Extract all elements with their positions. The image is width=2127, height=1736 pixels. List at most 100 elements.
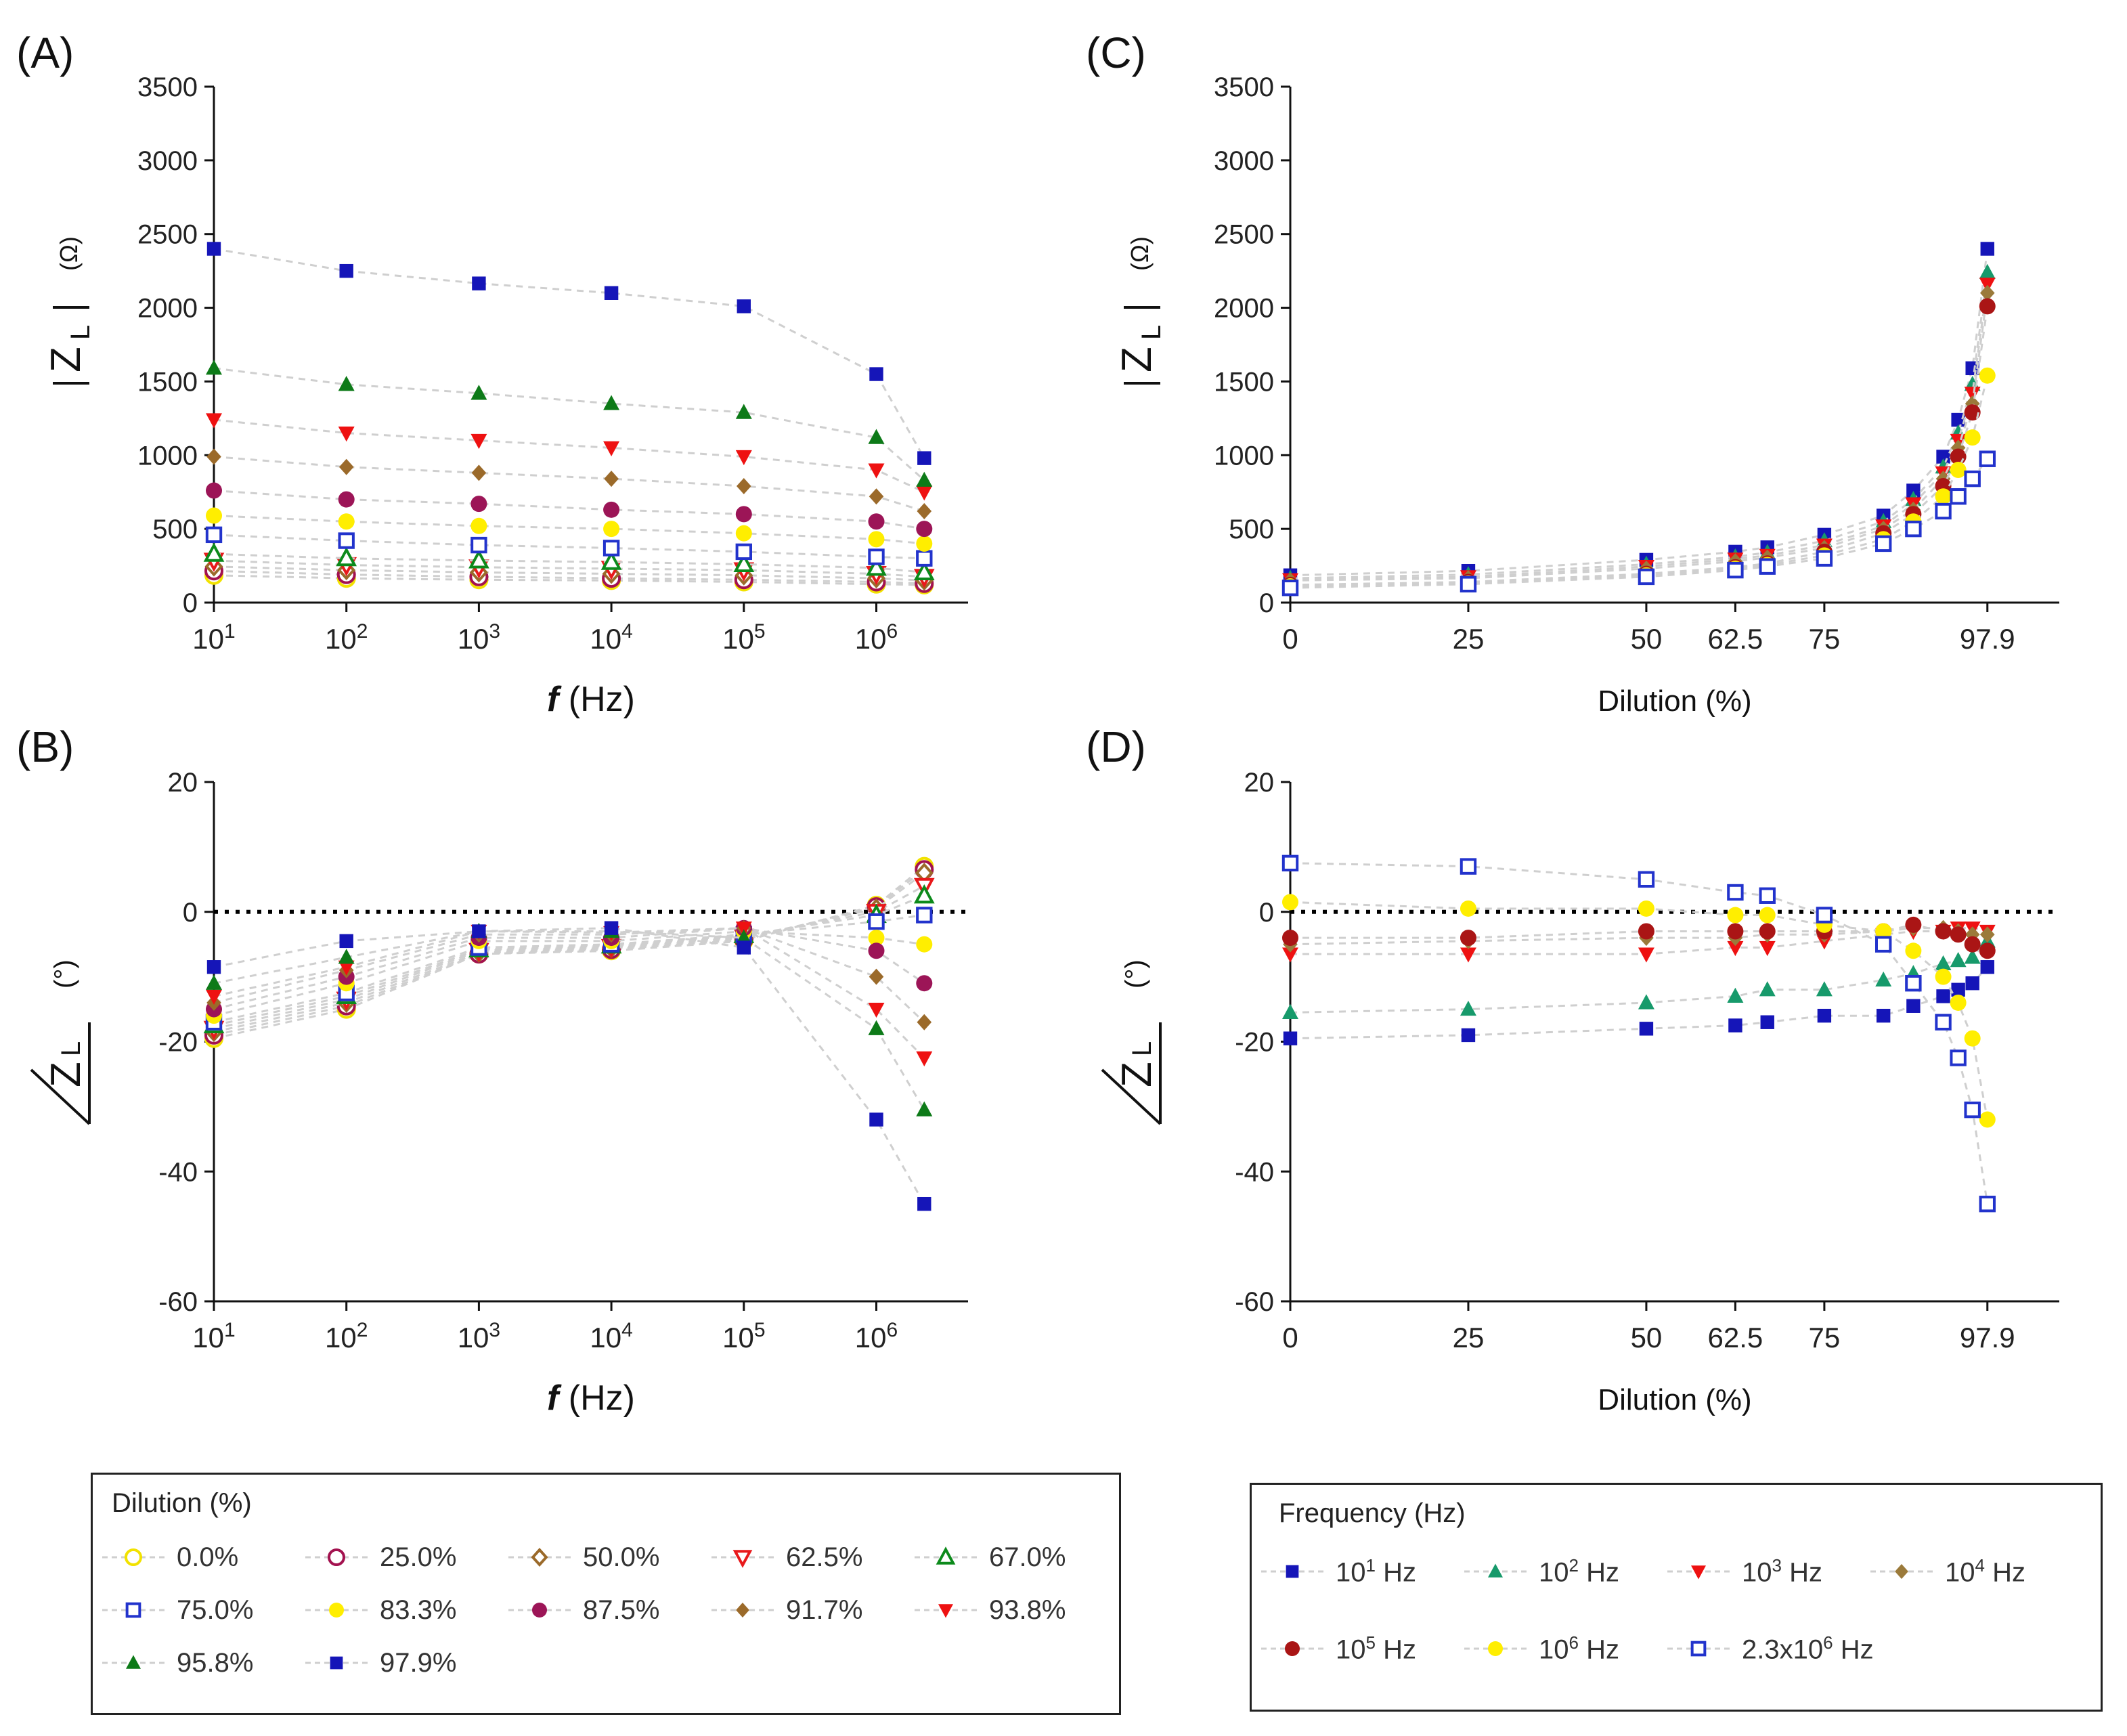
data-point bbox=[1935, 955, 1952, 971]
y-tick-label: 3000 bbox=[1214, 146, 1274, 176]
data-point bbox=[338, 376, 355, 391]
data-point bbox=[868, 463, 885, 479]
y-tick-label: 3000 bbox=[137, 146, 198, 176]
legend-item-10-2-hz: 102 Hz bbox=[1462, 1551, 1619, 1592]
legend-item-67-0: 67.0% bbox=[912, 1537, 1066, 1578]
legend-marker-shape bbox=[1285, 1641, 1300, 1656]
data-point bbox=[735, 525, 752, 542]
data-point bbox=[1282, 930, 1298, 947]
legend-marker-shape bbox=[531, 1548, 548, 1567]
data-point bbox=[1727, 923, 1744, 940]
series-0-0 bbox=[204, 856, 934, 1048]
y-axis-label: ZL (Ω) bbox=[1114, 236, 1166, 385]
legend-label: 97.9% bbox=[380, 1647, 457, 1678]
x-tick-label: 75 bbox=[1809, 1322, 1841, 1353]
data-point bbox=[1979, 263, 1996, 279]
x-tick-label: 102 bbox=[325, 620, 368, 655]
x-tick-label: 103 bbox=[458, 620, 500, 655]
y-tick-label: 500 bbox=[1229, 515, 1274, 544]
legend-marker-shape bbox=[532, 1603, 547, 1618]
legend-item-95-8: 95.8% bbox=[100, 1643, 253, 1683]
legend-item-2-3x10-6-hz: 2.3x106 Hz bbox=[1665, 1628, 1874, 1669]
data-point bbox=[733, 552, 755, 572]
data-point bbox=[1950, 926, 1967, 943]
legend-marker-shape bbox=[936, 1546, 956, 1565]
y-tick-label: 20 bbox=[168, 768, 198, 798]
data-point bbox=[1950, 994, 1967, 1011]
series-connector bbox=[213, 552, 925, 573]
data-point bbox=[1936, 989, 1950, 1003]
data-point bbox=[1727, 907, 1744, 924]
data-point bbox=[737, 478, 751, 495]
data-point bbox=[1905, 916, 1922, 933]
series-connector bbox=[1290, 306, 1989, 586]
data-point bbox=[916, 485, 933, 501]
legend-marker bbox=[305, 1548, 368, 1566]
x-tick-label: 0 bbox=[1282, 623, 1298, 655]
legend-marker bbox=[1667, 1565, 1730, 1580]
panel-c: 0 500 1000 1500 2000 2500 3000 3500 0 25 50 62.5 75 9… bbox=[1086, 28, 2059, 718]
x-tick-label: 103 bbox=[458, 1319, 500, 1353]
legend-label: 102 Hz bbox=[1539, 1555, 1619, 1588]
legend-item-75-0: 75.0% bbox=[100, 1590, 253, 1630]
legend-item-87-5: 87.5% bbox=[506, 1590, 659, 1630]
series-connector bbox=[213, 865, 925, 1040]
data-point bbox=[1282, 947, 1298, 963]
series-2-3x10-6-hz bbox=[1281, 854, 1996, 1213]
panel-d: 20 0 -20 -40 -60 0 25 50 62.5 75 97.9 (D) Dilution (… bbox=[1086, 722, 2059, 1416]
data-point bbox=[472, 276, 486, 290]
data-point bbox=[916, 550, 933, 567]
data-point bbox=[338, 491, 355, 508]
data-point bbox=[1950, 488, 1967, 505]
y-tick-label: 2000 bbox=[1214, 294, 1274, 324]
legend-marker-shape bbox=[938, 1604, 953, 1618]
data-point bbox=[1980, 242, 1994, 256]
data-point bbox=[1760, 1015, 1774, 1029]
series-connector bbox=[213, 930, 925, 1110]
data-point bbox=[1283, 1031, 1298, 1045]
data-point bbox=[1979, 1111, 1996, 1128]
svg-text:(°): (°) bbox=[49, 959, 79, 989]
svg-text:L: L bbox=[1127, 1041, 1157, 1056]
x-tick-label: 97.9 bbox=[1960, 1322, 2015, 1353]
panel-label: (B) bbox=[16, 722, 74, 771]
legend-marker bbox=[1261, 1641, 1323, 1656]
series-67-0 bbox=[203, 542, 935, 580]
data-point bbox=[737, 940, 751, 955]
data-point bbox=[737, 299, 751, 313]
data-point bbox=[1876, 1008, 1891, 1023]
data-point bbox=[1951, 982, 1965, 997]
series-93-8 bbox=[206, 413, 933, 501]
legend-marker bbox=[1870, 1564, 1933, 1579]
legend-label: 104 Hz bbox=[1945, 1555, 2025, 1588]
y-tick-label: 0 bbox=[1259, 898, 1274, 928]
data-point bbox=[1979, 298, 1996, 315]
data-point bbox=[916, 1051, 933, 1067]
x-tick-label: 75 bbox=[1809, 623, 1841, 655]
x-tick-label: 25 bbox=[1453, 623, 1485, 655]
dilution-legend-title: Dilution (%) bbox=[112, 1488, 252, 1518]
data-point bbox=[1950, 462, 1967, 479]
data-point bbox=[1964, 470, 1981, 487]
data-point bbox=[1727, 987, 1744, 1003]
data-point bbox=[1817, 1008, 1832, 1023]
data-point bbox=[916, 907, 933, 924]
legend-marker bbox=[915, 1604, 977, 1618]
y-tick-label: -40 bbox=[158, 1157, 198, 1187]
data-point bbox=[1979, 926, 1995, 943]
data-point bbox=[1905, 520, 1922, 538]
data-point bbox=[1964, 1101, 1981, 1119]
data-point bbox=[868, 930, 885, 947]
data-point bbox=[913, 884, 935, 904]
data-point bbox=[1282, 1003, 1298, 1019]
series-connector bbox=[213, 534, 925, 560]
svg-text:(°): (°) bbox=[1120, 959, 1150, 989]
y-tick-label: 0 bbox=[1259, 588, 1274, 618]
legend-label: 106 Hz bbox=[1539, 1632, 1619, 1665]
y-tick-label: 0 bbox=[183, 898, 198, 928]
series-connector bbox=[213, 885, 925, 1030]
data-point bbox=[1727, 940, 1744, 957]
data-point bbox=[1935, 1014, 1952, 1030]
legend-label: 95.8% bbox=[177, 1647, 254, 1678]
